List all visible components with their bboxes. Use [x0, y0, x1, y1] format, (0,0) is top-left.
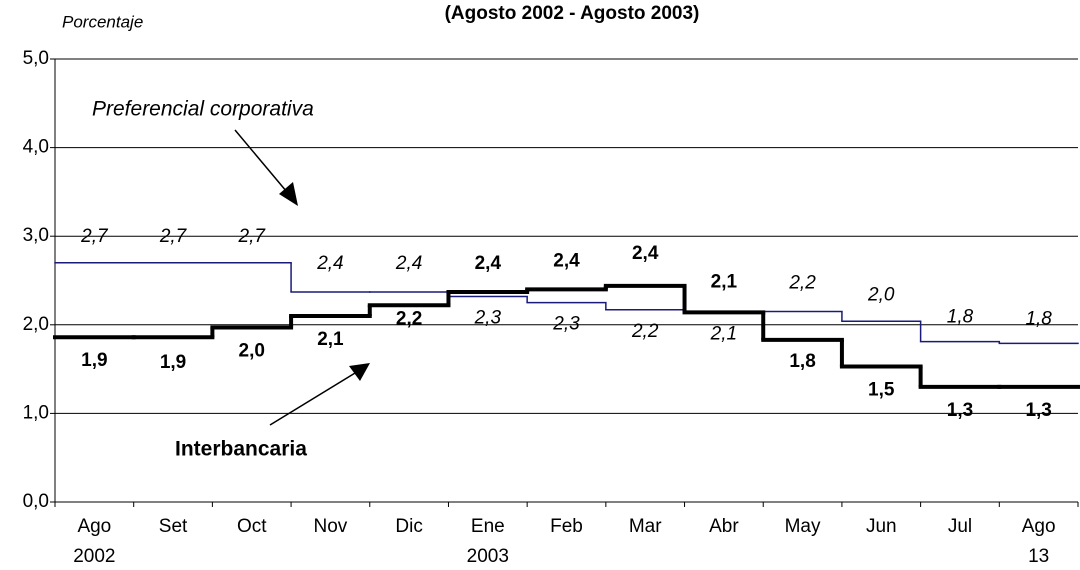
x-tick-label: Ago	[1022, 516, 1056, 537]
legend-label: Interbancaria	[175, 438, 307, 461]
value-label: 2,2	[396, 308, 422, 329]
x-tick-label: Jul	[948, 516, 972, 537]
arrow-head	[279, 182, 298, 206]
value-label: 1,3	[1025, 400, 1051, 421]
y-axis-label: Porcentaje	[62, 12, 143, 31]
value-label: 2,0	[867, 284, 895, 305]
value-label: 2,1	[711, 271, 738, 292]
value-label: 2,2	[631, 321, 659, 342]
value-label: 2,2	[788, 273, 816, 294]
legend-label: Preferencial corporativa	[92, 98, 314, 121]
arrow-head	[349, 363, 370, 381]
value-label: 2,4	[395, 253, 422, 274]
x-tick-label: Abr	[709, 516, 739, 537]
y-tick-label: 2,0	[23, 314, 49, 335]
y-tick-label: 1,0	[23, 402, 49, 423]
annotation-arrow	[234, 129, 293, 199]
value-label: 2,4	[632, 243, 659, 264]
value-label: 1,8	[789, 351, 815, 372]
x-tick-sublabel: 13	[1028, 546, 1049, 567]
value-label: 2,0	[239, 340, 265, 361]
value-label: 1,5	[868, 379, 895, 400]
x-tick-sublabel: 2003	[467, 546, 509, 567]
x-tick-label: May	[785, 516, 821, 537]
chart-title: (Agosto 2002 - Agosto 2003)	[445, 3, 700, 24]
value-label: 2,4	[553, 250, 580, 271]
x-tick-label: Feb	[550, 516, 583, 537]
value-label: 2,1	[317, 329, 344, 350]
y-tick-label: 5,0	[23, 48, 49, 69]
value-label: 2,4	[316, 253, 343, 274]
x-tick-label: Nov	[314, 516, 348, 537]
x-tick-label: Mar	[629, 516, 662, 537]
value-label: 2,3	[552, 314, 580, 335]
value-label: 1,3	[947, 400, 973, 421]
x-tick-label: Ago	[77, 516, 111, 537]
value-label: 2,4	[475, 253, 502, 274]
value-label: 1,8	[1025, 308, 1052, 329]
value-label: 1,9	[81, 350, 107, 371]
x-tick-label: Ene	[471, 516, 505, 537]
value-label: 2,1	[710, 323, 737, 344]
x-tick-label: Set	[159, 516, 188, 537]
value-label: 1,8	[947, 307, 974, 328]
value-label: 2,7	[159, 226, 188, 247]
value-label: 2,3	[474, 307, 502, 328]
value-label: 1,9	[160, 352, 186, 373]
x-tick-label: Jun	[866, 516, 897, 537]
y-tick-label: 4,0	[23, 137, 49, 158]
x-tick-label: Dic	[395, 516, 422, 537]
value-label: 2,7	[80, 226, 109, 247]
annotation-arrow	[269, 369, 361, 426]
x-tick-sublabel: 2002	[73, 546, 115, 567]
x-tick-label: Oct	[237, 516, 267, 537]
y-tick-label: 3,0	[23, 225, 49, 246]
value-label: 2,7	[238, 226, 267, 247]
y-tick-label: 0,0	[23, 491, 49, 512]
